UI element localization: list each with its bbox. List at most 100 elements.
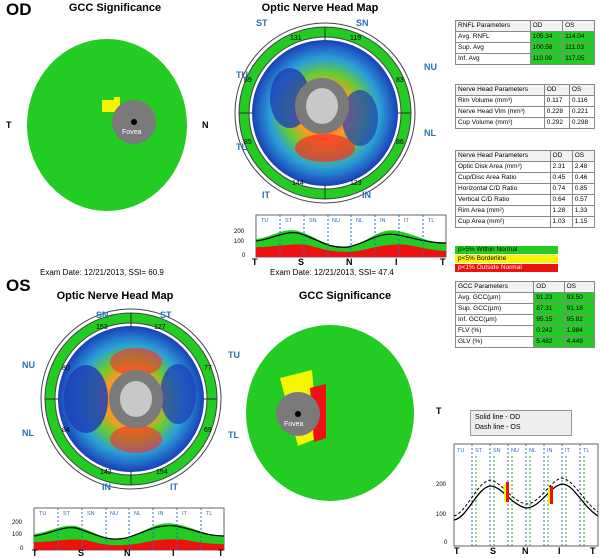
- os-tsnit-graph: 200 100 0 TU ST SN NU NL IN IT TL: [12, 507, 225, 552]
- cmp-x-s: S: [490, 546, 497, 556]
- cmp-y-0: 0: [444, 540, 448, 546]
- od-x-t1: T: [252, 257, 258, 267]
- od-sector-it: IT: [262, 190, 270, 200]
- table-cell: Inf. Avg: [455, 53, 531, 65]
- table-cell: Rim Area (mm²): [455, 205, 551, 217]
- od-onh-map: 131 119 83 86 144 123 69 85: [234, 22, 416, 204]
- os-seg-it: IT: [182, 511, 188, 517]
- os-sector-nl: NL: [22, 428, 34, 438]
- table-cell: 110.09: [529, 53, 564, 65]
- table-cell: 0.64: [549, 194, 573, 206]
- nh2-h2: OS: [571, 150, 596, 162]
- table-cell: Inf. GCC(µm): [454, 314, 535, 326]
- od-gcc-title: GCC Significance: [68, 2, 162, 14]
- table-cell: 0.116: [568, 95, 596, 107]
- os-sector-nu: NU: [22, 360, 35, 370]
- nh2-h1: OD: [549, 150, 573, 162]
- od-x-i: I: [395, 257, 398, 267]
- od-side-t: T: [6, 120, 12, 130]
- table-cell: 4.449: [563, 336, 596, 348]
- od-sector-sn: SN: [356, 18, 369, 28]
- od-val-right-top: 83: [396, 77, 404, 84]
- od-eye-label: OD: [6, 0, 32, 19]
- table-cell: 0.74: [549, 183, 573, 195]
- os-val-top-left: 153: [96, 324, 108, 331]
- od-val-left-top: 69: [244, 77, 252, 84]
- od-exam-left: Exam Date: 12/21/2013, SSI= 60.9: [40, 268, 164, 277]
- table-cell: GLV (%): [454, 336, 535, 348]
- os-x-i: I: [172, 548, 175, 558]
- line-key-dash: Dash line - OS: [475, 424, 521, 431]
- table-cell: 5.482: [533, 336, 565, 348]
- rnfl-table: RNFL Parameters OD OS Avg. RNFL 105.34 114.0…: [455, 20, 595, 65]
- od-val-bottom-right: 123: [350, 180, 362, 187]
- cmp-seg-nl: NL: [529, 448, 536, 454]
- od-val-top-left: 131: [290, 35, 302, 42]
- od-sector-in: IN: [362, 190, 371, 200]
- os-val-right-bottom: 69: [204, 427, 212, 434]
- table-cell: FLV (%): [454, 325, 535, 337]
- cmp-seg-nu: NU: [511, 448, 519, 454]
- os-seg-nu: NU: [110, 511, 118, 517]
- cmp-x-t1: T: [454, 546, 460, 556]
- table-cell: Nerve Head Vlm (mm³): [455, 106, 545, 118]
- os-val-bottom-left: 142: [100, 469, 112, 476]
- table-cell: 0.45: [549, 172, 573, 184]
- nh-h1: OD: [543, 84, 570, 96]
- os-y-100: 100: [12, 532, 23, 538]
- od-sector-tl: TL: [236, 142, 247, 152]
- rnfl-h2: OS: [562, 20, 595, 32]
- os-gcc-map: Fovea: [246, 325, 414, 501]
- table-cell: 0.242: [533, 325, 565, 337]
- nh2-h0: Nerve Head Parameters: [455, 150, 551, 162]
- nh2-table: Nerve Head Parameters OD OS Optic Disk Are…: [455, 150, 596, 228]
- od-seg-sn: SN: [309, 218, 317, 224]
- os-y-0: 0: [20, 546, 24, 552]
- gcc-h2: OS: [563, 281, 596, 293]
- table-cell: Cup Volume (mm³): [455, 117, 545, 129]
- table-cell: 87.31: [533, 303, 565, 315]
- table-cell: 1.28: [549, 205, 573, 217]
- od-x-n: N: [346, 257, 353, 267]
- od-y-100: 100: [234, 239, 245, 245]
- table-cell: 0.46: [571, 172, 596, 184]
- cmp-x-i: I: [558, 546, 561, 556]
- cmp-seg-st: ST: [475, 448, 483, 454]
- os-x-s: S: [78, 548, 85, 558]
- od-val-left-bottom: 85: [244, 139, 252, 146]
- table-cell: Horizontal C/D Ratio: [455, 183, 551, 195]
- od-sector-nu: NU: [424, 62, 437, 72]
- table-cell: 111.03: [562, 42, 595, 54]
- table-cell: 105.34: [529, 31, 564, 43]
- od-side-n: N: [202, 120, 209, 130]
- od-seg-it: IT: [404, 218, 410, 224]
- table-cell: 95.15: [533, 314, 565, 326]
- table-cell: Rim Volume (mm³): [455, 95, 545, 107]
- os-sector-it: IT: [170, 482, 178, 492]
- od-seg-nu: NU: [332, 218, 340, 224]
- od-os-compare-graph: 200 100 0 TU ST SN NU NL IN IT TL: [436, 443, 599, 547]
- table-cell: 117.05: [562, 53, 595, 65]
- table-cell: 0.57: [571, 194, 596, 206]
- table-cell: 0.221: [568, 106, 596, 118]
- od-y-200: 200: [234, 229, 245, 235]
- legend-borderline: p<5% Borderline: [455, 255, 558, 263]
- nh-h2: OS: [568, 84, 596, 96]
- table-cell: Vertical C/D Ratio: [455, 194, 551, 206]
- table-cell: 93.50: [563, 292, 596, 304]
- os-val-top-right: 127: [154, 324, 166, 331]
- gcc-h0: GCC Parameters: [454, 281, 535, 293]
- os-val-bottom-right: 154: [156, 469, 168, 476]
- cmp-seg-it: IT: [565, 448, 571, 454]
- os-y-200: 200: [12, 520, 23, 526]
- cmp-seg-sn: SN: [493, 448, 501, 454]
- od-x-s: S: [298, 257, 305, 267]
- table-cell: 114.04: [562, 31, 595, 43]
- os-sector-in: IN: [102, 482, 111, 492]
- os-sector-tl: TL: [228, 430, 239, 440]
- table-cell: 1.03: [549, 216, 573, 228]
- nh-table: Nerve Head Parameters OD OS Rim Volume (mm…: [455, 84, 596, 129]
- line-key-solid: Solid line - OD: [475, 414, 521, 421]
- table-cell: Cup Area (mm²): [455, 216, 551, 228]
- cmp-seg-tu: TU: [457, 448, 464, 454]
